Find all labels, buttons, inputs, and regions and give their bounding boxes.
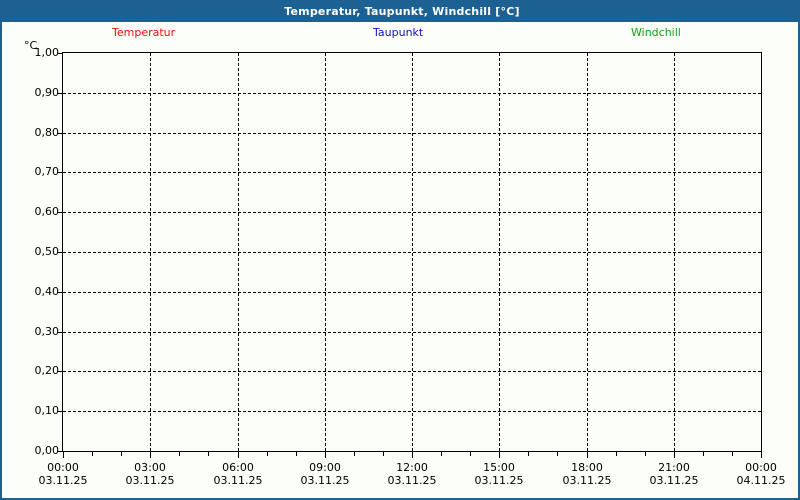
x-axis-tick-minor [528, 452, 529, 456]
x-axis-tick-time: 21:00 [658, 461, 690, 474]
x-axis-tick-major [587, 452, 588, 458]
x-axis-tick-date: 04.11.25 [736, 474, 786, 487]
legend-item-taupunkt: Taupunkt [373, 26, 424, 39]
window-title: Temperatur, Taupunkt, Windchill [°C] [2, 2, 798, 22]
x-axis-tick-minor [92, 452, 93, 456]
y-axis-tick [57, 133, 62, 134]
x-axis-tick-label: 06:00 03.11.25 [193, 461, 283, 487]
y-axis-tick-label: 0,80 [34, 126, 60, 139]
x-axis-tick-minor [296, 452, 297, 456]
y-axis-tick-label: 0,70 [34, 165, 60, 178]
y-axis-tick [57, 411, 62, 412]
y-axis-tick-label: 0,00 [34, 444, 60, 457]
y-axis-tick [57, 252, 62, 253]
x-axis-tick-label: 18:00 03.11.25 [542, 461, 632, 487]
x-axis-tick-time: 12:00 [396, 461, 428, 474]
y-axis-tick [57, 292, 62, 293]
x-axis-tick-major [63, 452, 64, 458]
x-axis-tick-time: 03:00 [134, 461, 166, 474]
x-axis-tick-major [499, 452, 500, 458]
x-axis-tick-major [412, 452, 413, 458]
y-axis-tick-label: 1,00 [34, 46, 60, 59]
y-axis-tick [57, 53, 62, 54]
x-axis-tick-date: 03.11.25 [562, 474, 612, 487]
y-axis-tick [57, 332, 62, 333]
x-axis-tick-minor [645, 452, 646, 456]
y-axis-labels: 1,00 0,90 0,80 0,70 0,60 0,50 0,40 0,30 0,20 0,10… [2, 2, 60, 498]
grid-line-vertical [674, 53, 675, 451]
x-axis-tick-minor [616, 452, 617, 456]
y-axis-tick-label: 0,90 [34, 86, 60, 99]
legend-item-windchill: Windchill [631, 26, 681, 39]
x-axis-tick-minor [557, 452, 558, 456]
grid-line-vertical [150, 53, 151, 451]
y-axis-tick-label: 0,10 [34, 404, 60, 417]
y-axis-unit-label: °C [24, 39, 38, 52]
chart-legend: Temperatur Taupunkt Windchill [2, 26, 798, 40]
grid-line-vertical [412, 53, 413, 451]
grid-line-vertical [238, 53, 239, 451]
y-axis-tick [57, 93, 62, 94]
x-axis-tick-time: 18:00 [571, 461, 603, 474]
y-axis-tick [57, 172, 62, 173]
y-axis-tick-label: 0,60 [34, 205, 60, 218]
x-axis-tick-major [674, 452, 675, 458]
x-axis-tick-date: 03.11.25 [38, 474, 88, 487]
x-axis-tick-date: 03.11.25 [474, 474, 524, 487]
y-axis-tick [57, 451, 62, 452]
x-axis-tick-minor [441, 452, 442, 456]
x-axis-tick-time: 15:00 [483, 461, 515, 474]
x-axis-tick-minor [208, 452, 209, 456]
plot-area [62, 52, 762, 452]
x-axis-tick-label: 21:00 03.11.25 [629, 461, 719, 487]
x-axis-tick-label: 00:00 03.11.25 [18, 461, 108, 487]
x-axis-tick-major [238, 452, 239, 458]
x-axis-tick-minor [732, 452, 733, 456]
y-axis-tick-label: 0,20 [34, 364, 60, 377]
x-axis-tick-major [325, 452, 326, 458]
x-axis-tick-minor [470, 452, 471, 456]
x-axis-tick-major [761, 452, 762, 458]
x-axis-tick-date: 03.11.25 [213, 474, 263, 487]
x-axis-tick-time: 00:00 [47, 461, 79, 474]
grid-line-vertical [325, 53, 326, 451]
grid-line-vertical [587, 53, 588, 451]
y-axis-tick [57, 371, 62, 372]
x-axis-tick-minor [267, 452, 268, 456]
legend-item-temperatur: Temperatur [112, 26, 176, 39]
x-axis-tick-label: 03:00 03.11.25 [105, 461, 195, 487]
x-axis-tick-time: 00:00 [745, 461, 777, 474]
x-axis-tick-label: 00:00 04.11.25 [716, 461, 798, 487]
y-axis-tick-label: 0,40 [34, 285, 60, 298]
x-axis-tick-minor [179, 452, 180, 456]
x-axis-tick-date: 03.11.25 [125, 474, 175, 487]
y-axis-tick-label: 0,50 [34, 245, 60, 258]
x-axis-tick-label: 12:00 03.11.25 [367, 461, 457, 487]
series-svg [63, 53, 761, 451]
x-axis-tick-major [150, 452, 151, 458]
y-axis-tick-label: 0,30 [34, 325, 60, 338]
grid-line-vertical [499, 53, 500, 451]
x-axis-tick-label: 15:00 03.11.25 [454, 461, 544, 487]
x-axis-tick-minor [383, 452, 384, 456]
x-axis-tick-minor [703, 452, 704, 456]
x-axis-tick-label: 09:00 03.11.25 [280, 461, 370, 487]
x-axis-tick-time: 06:00 [222, 461, 254, 474]
x-axis-tick-date: 03.11.25 [387, 474, 437, 487]
x-axis-tick-minor [121, 452, 122, 456]
x-axis-tick-time: 09:00 [309, 461, 341, 474]
x-axis-tick-date: 03.11.25 [300, 474, 350, 487]
y-axis-tick [57, 212, 62, 213]
x-axis-tick-date: 03.11.25 [649, 474, 699, 487]
x-axis-tick-minor [354, 452, 355, 456]
